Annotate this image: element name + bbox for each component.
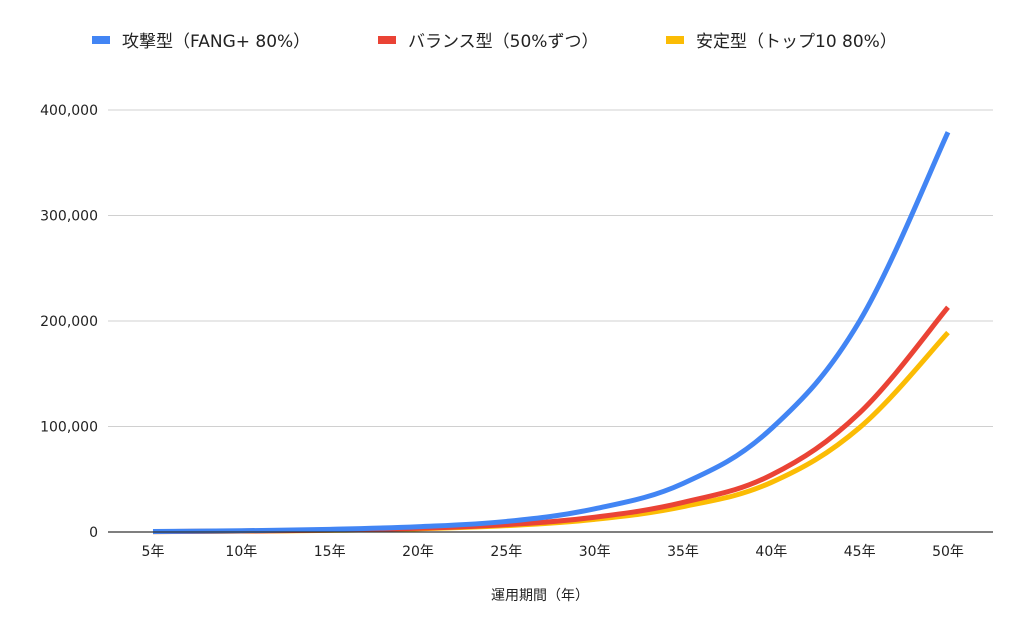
x-tick-label: 50年 (932, 544, 964, 560)
legend: 攻撃型（FANG+ 80%） バランス型（50%ずつ） 安定型（トップ10 80%） (92, 32, 897, 52)
legend-swatch (378, 36, 396, 44)
legend-swatch (92, 36, 110, 44)
x-tick-label: 45年 (844, 544, 876, 560)
y-axis-ticks: 0 100,000 200,000 300,000 400,000 (40, 103, 98, 541)
x-tick-label: 40年 (755, 544, 787, 560)
series-line-2 (152, 330, 950, 535)
y-tick-label: 200,000 (40, 314, 98, 330)
legend-label: バランス型（50%ずつ） (408, 32, 598, 52)
y-tick-label: 0 (89, 525, 98, 541)
x-axis-ticks: 5年 10年 15年 20年 25年 30年 35年 40年 45年 50年 (142, 544, 964, 560)
legend-swatch (666, 36, 684, 44)
x-tick-label: 20年 (402, 544, 434, 560)
x-axis-label: 運用期間（年） (491, 588, 589, 604)
series-lines (152, 131, 951, 535)
legend-label: 安定型（トップ10 80%） (696, 32, 897, 52)
y-tick-label: 400,000 (40, 103, 98, 119)
gridlines (108, 109, 993, 427)
x-tick-label: 15年 (314, 544, 346, 560)
x-tick-label: 10年 (225, 544, 257, 560)
y-tick-label: 100,000 (40, 420, 98, 436)
x-tick-label: 25年 (490, 544, 522, 560)
legend-label: 攻撃型（FANG+ 80%） (122, 32, 310, 52)
y-tick-label: 300,000 (40, 209, 98, 225)
x-tick-label: 5年 (142, 544, 165, 560)
series-line-1 (152, 305, 950, 535)
x-tick-label: 30年 (579, 544, 611, 560)
x-tick-label: 35年 (667, 544, 699, 560)
series-line-0 (152, 131, 951, 534)
